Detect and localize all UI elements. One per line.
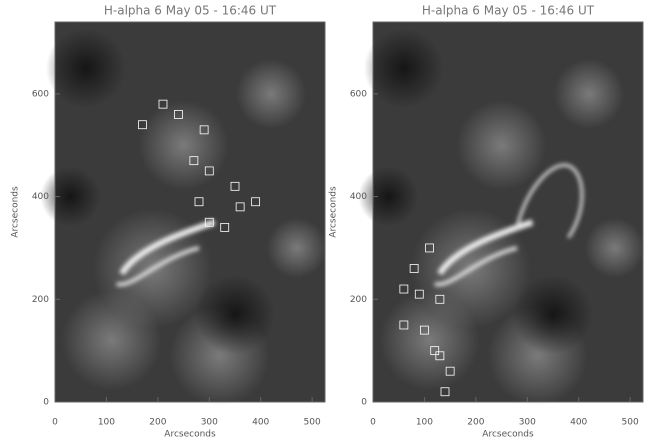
texture [380,290,480,390]
y-tick-label: 400 [350,192,367,202]
texture [364,28,444,108]
y-tick-label: 200 [32,295,49,305]
x-tick-label: 400 [252,418,269,428]
x-tick-label: 500 [622,418,639,428]
x-tick-label: 200 [467,418,484,428]
texture [139,100,229,190]
x-tick-label: 100 [98,418,115,428]
y-tick-label: 600 [32,89,49,99]
x-tick-label: 500 [304,418,321,428]
texture [40,167,100,227]
x-tick-label: 100 [416,418,433,428]
x-axis-label: Arcseconds [482,430,534,440]
texture [195,275,275,355]
texture [46,28,126,108]
panel: H-alpha 6 May 05 - 16:46 UT Arcseconds Arc… [329,4,645,440]
y-axis-label: Arcseconds [11,186,21,238]
y-axis-label: Arcseconds [329,186,339,238]
x-tick-label: 400 [570,418,587,428]
texture [457,100,547,190]
y-tick-label: 600 [350,89,367,99]
texture [513,275,593,355]
x-tick-label: 300 [201,418,218,428]
chart-title: H-alpha 6 May 05 - 16:46 UT [422,4,595,18]
figure: H-alpha 6 May 05 - 16:46 UT Arcseconds Arc… [0,0,646,441]
texture [554,59,624,129]
x-tick-label: 300 [519,418,536,428]
texture [267,218,327,278]
x-axis-label: Arcseconds [164,430,216,440]
y-tick-label: 0 [43,398,49,408]
texture [236,59,306,129]
y-tick-label: 200 [350,295,367,305]
texture [358,167,418,227]
texture [62,290,162,390]
x-tick-label: 200 [149,418,166,428]
texture [585,218,645,278]
y-tick-label: 400 [32,192,49,202]
y-tick-label: 0 [361,398,367,408]
chart-title: H-alpha 6 May 05 - 16:46 UT [104,4,277,18]
panel: H-alpha 6 May 05 - 16:46 UT Arcseconds Arc… [11,4,327,440]
x-tick-label: 0 [370,418,376,428]
x-tick-label: 0 [52,418,58,428]
